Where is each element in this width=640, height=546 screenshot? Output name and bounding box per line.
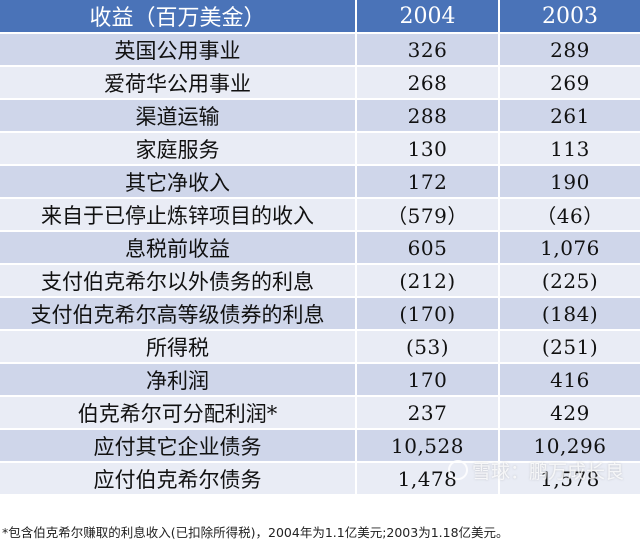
value-2003: （46） <box>499 198 640 232</box>
table-row: 伯克希尔可分配利润* 237 429 <box>0 396 640 430</box>
value-2003: 269 <box>499 66 640 100</box>
value-2004: 130 <box>356 132 500 166</box>
watermark: 雪球：鹏万成长良 <box>448 457 624 484</box>
row-label: 其它净收入 <box>0 165 357 199</box>
value-2003: (184) <box>499 297 640 331</box>
value-2004: 326 <box>356 33 500 67</box>
value-2003: 261 <box>499 99 640 133</box>
value-2003: 416 <box>499 363 640 397</box>
value-2004: (170) <box>356 297 500 331</box>
row-label: 净利润 <box>0 363 357 397</box>
table-header-row: 收益（百万美金） 2004 2003 <box>0 0 640 34</box>
table-row: 来自于已停止炼锌项目的收入 （579） （46） <box>0 198 640 232</box>
row-label: 爱荷华公用事业 <box>0 66 357 100</box>
earnings-table: 收益（百万美金） 2004 2003 英国公用事业 326 289 爱荷华公用事… <box>0 0 640 496</box>
row-label: 渠道运输 <box>0 99 357 133</box>
value-2004: 1,478 <box>356 462 500 496</box>
value-2004: (53) <box>356 330 500 364</box>
table-row: 支付伯克希尔高等级债券的利息 (170) (184) <box>0 297 640 331</box>
row-label: 支付伯克希尔高等级债券的利息 <box>0 297 357 331</box>
value-2004: 268 <box>356 66 500 100</box>
value-2004: 172 <box>356 165 500 199</box>
header-2003: 2003 <box>499 0 640 34</box>
value-2003: 429 <box>499 396 640 430</box>
value-2004: 288 <box>356 99 500 133</box>
value-2003: 1,076 <box>499 231 640 265</box>
value-2003: 1,578 <box>499 462 640 496</box>
value-2004: （579） <box>356 198 500 232</box>
value-2003: 289 <box>499 33 640 67</box>
header-label: 收益（百万美金） <box>0 0 357 34</box>
watermark-text: 雪球：鹏万成长良 <box>472 461 625 483</box>
value-2004: 237 <box>356 396 500 430</box>
table-row: 家庭服务 130 113 <box>0 132 640 166</box>
table-row: 其它净收入 172 190 <box>0 165 640 199</box>
table-row: 支付伯克希尔以外债务的利息 (212) (225) <box>0 264 640 298</box>
value-2003: 113 <box>499 132 640 166</box>
table-row: 所得税 (53) (251) <box>0 330 640 364</box>
table-row: 英国公用事业 326 289 <box>0 33 640 67</box>
value-2003: 10,296 <box>499 429 640 463</box>
row-label: 应付其它企业债务 <box>0 429 357 463</box>
footnote: *包含伯克希尔赚取的利息收入(已扣除所得税)，2004年为1.1亿美元;2003… <box>2 525 509 540</box>
row-label: 所得税 <box>0 330 357 364</box>
table-row: 渠道运输 288 261 <box>0 99 640 133</box>
header-2004: 2004 <box>356 0 500 34</box>
table-row: 爱荷华公用事业 268 269 <box>0 66 640 100</box>
value-2003: 190 <box>499 165 640 199</box>
row-label: 家庭服务 <box>0 132 357 166</box>
row-label: 息税前收益 <box>0 231 357 265</box>
table-row: 息税前收益 605 1,076 <box>0 231 640 265</box>
value-2003: (225) <box>499 264 640 298</box>
table-row: 应付伯克希尔债务 1,478 1,578 <box>0 462 640 496</box>
value-2004: 10,528 <box>356 429 500 463</box>
value-2003: (251) <box>499 330 640 364</box>
table-row: 应付其它企业债务 10,528 10,296 <box>0 429 640 463</box>
snowball-logo-icon <box>448 460 468 480</box>
table-row: 净利润 170 416 <box>0 363 640 397</box>
row-label: 支付伯克希尔以外债务的利息 <box>0 264 357 298</box>
row-label: 应付伯克希尔债务 <box>0 462 357 496</box>
row-label: 来自于已停止炼锌项目的收入 <box>0 198 357 232</box>
row-label: 英国公用事业 <box>0 33 357 67</box>
value-2004: (212) <box>356 264 500 298</box>
row-label: 伯克希尔可分配利润* <box>0 396 357 430</box>
value-2004: 605 <box>356 231 500 265</box>
value-2004: 170 <box>356 363 500 397</box>
